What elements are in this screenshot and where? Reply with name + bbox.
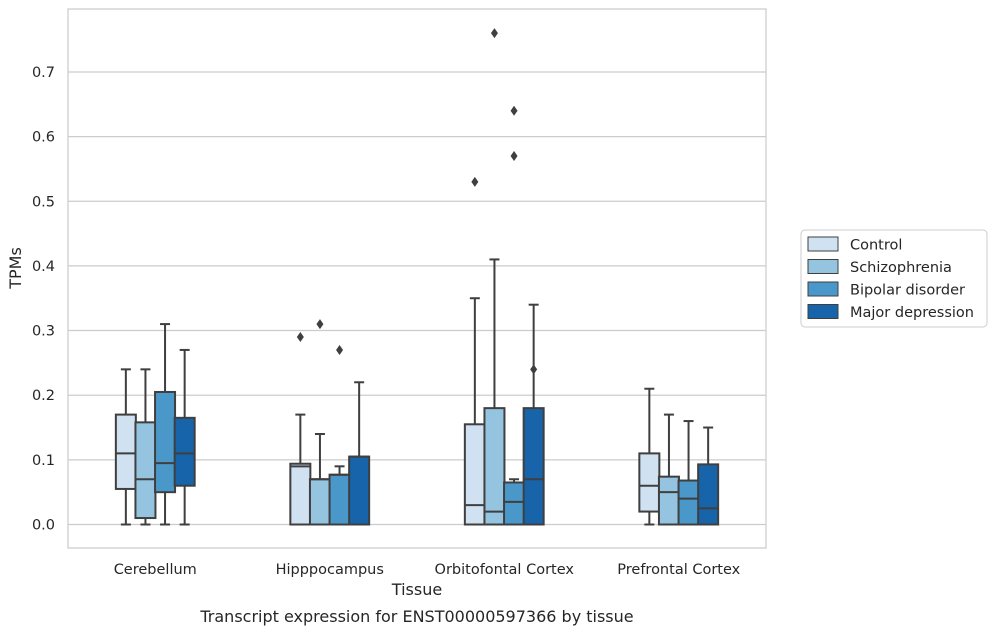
outlier-point (316, 319, 324, 330)
legend-swatch (807, 281, 839, 297)
y-tick-label: 0.4 (32, 259, 55, 275)
box-group (697, 426, 720, 526)
y-tick-label: 0.7 (32, 65, 55, 81)
box-group (463, 176, 486, 526)
y-tick-label: 0.2 (32, 388, 55, 404)
outlier-point (510, 150, 518, 161)
legend-swatch (807, 236, 839, 252)
box (154, 390, 177, 494)
box-layer (114, 28, 720, 526)
box (657, 475, 680, 526)
outlier-point (510, 105, 518, 116)
y-tick-label: 0.0 (32, 518, 55, 534)
legend: Control Schizophrenia Bipolar disorder Majo… (800, 229, 988, 328)
box (677, 479, 700, 526)
outlier-point (490, 28, 498, 39)
box (638, 452, 661, 513)
legend-swatch (807, 304, 839, 319)
y-axis-label: TPMs (6, 247, 25, 290)
x-axis-label: Tissue (391, 580, 442, 599)
box-group (657, 413, 680, 526)
outlier-point (336, 344, 344, 355)
box-group (483, 28, 506, 526)
box-group (348, 381, 371, 526)
box (522, 407, 545, 526)
legend-swatch (807, 259, 839, 274)
box (328, 473, 351, 526)
box (308, 478, 331, 526)
outlier-point (530, 364, 538, 375)
x-tick-label: Hipppocampus (276, 562, 384, 578)
y-tick-label: 0.3 (32, 324, 55, 340)
y-tick-label: 0.6 (32, 130, 55, 146)
box (483, 407, 506, 526)
box-group (114, 368, 137, 526)
box-group (503, 105, 526, 526)
box-group (522, 303, 545, 526)
box-group (289, 332, 312, 526)
legend-label: Bipolar disorder (850, 283, 965, 299)
x-tick-label: Cerebellum (114, 562, 197, 578)
box-group (173, 348, 196, 526)
legend-frame (800, 229, 988, 328)
box (463, 423, 486, 526)
box (114, 413, 137, 490)
plot-frame (67, 8, 767, 549)
chart-title: Transcript expression for ENST0000059736… (199, 607, 633, 626)
legend-label: Control (850, 238, 902, 254)
box (697, 463, 720, 526)
y-tick-label: 0.1 (32, 453, 55, 469)
outlier-point (471, 176, 479, 187)
box (173, 416, 196, 487)
y-tick-label: 0.5 (32, 194, 55, 210)
x-tick-label: Orbitofontal Cortex (435, 562, 575, 578)
box (134, 421, 157, 520)
x-tick-label: Prefrontal Cortex (617, 562, 740, 578)
tick-labels: 0.0 0.1 0.2 0.3 0.4 0.5 0.6 0.7 Cerebellum Hipppo… (32, 65, 741, 578)
legend-label: Schizophrenia (850, 260, 952, 276)
box (503, 481, 526, 526)
legend-label: Major depression (850, 305, 974, 321)
box (289, 462, 312, 526)
box (348, 455, 371, 526)
outlier-point (296, 332, 304, 343)
box-group (134, 368, 157, 526)
